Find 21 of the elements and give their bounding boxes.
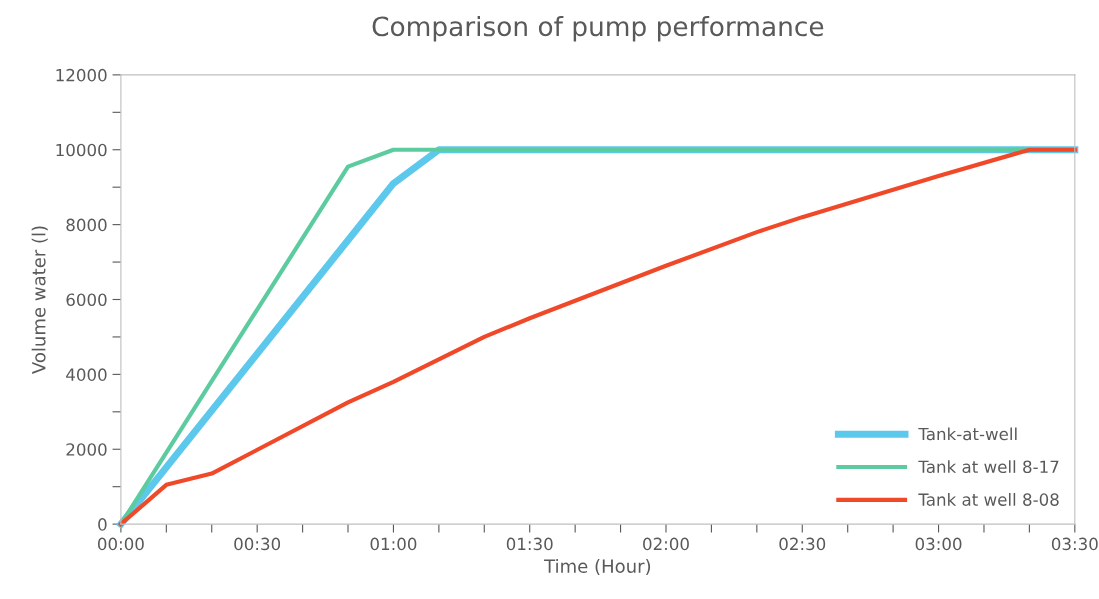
y-tick-label: 0 [98,518,107,531]
y-tick-label: 6000 [66,293,107,307]
legend-label: Tank-at-well [918,427,1017,441]
x-tick-label: 02:00 [643,537,689,551]
x-tick-label: 00:00 [97,537,144,551]
x-tick-label: 01:00 [370,537,417,551]
x-tick-label: 02:30 [779,537,826,551]
legend-label: Tank at well 8-08 [918,492,1059,506]
x-axis-title: Time (Hour) [544,559,651,576]
x-tick-label: 00:30 [234,537,281,551]
legend-label: Tank at well 8-17 [918,460,1059,474]
y-tick-label: 12000 [56,68,107,82]
x-tick-label: 01:30 [506,537,553,551]
y-tick-label: 2000 [66,443,107,456]
y-tick-label: 8000 [66,218,107,232]
chart-title: Comparison of pump performance [372,15,824,42]
y-axis-title: Volume water (l) [31,226,48,374]
x-tick-label: 03:30 [1051,537,1098,551]
y-tick-label: 4000 [66,368,107,381]
y-tick-label: 10000 [56,143,107,157]
x-tick-label: 03:00 [915,537,962,551]
